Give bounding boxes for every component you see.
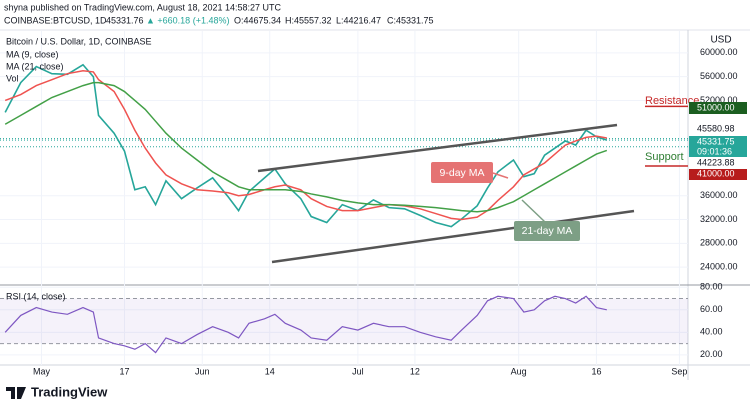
series-line [4,69,607,221]
channel-lower [271,209,635,264]
x-tick-label: Jun [195,366,210,376]
ma9-label: 9-day MA [440,167,485,179]
series-line [4,63,608,228]
rsi-tick-label: 80.00 [700,282,723,292]
brand: TradingView [31,384,108,399]
legend-ma21: MA (21, close) [6,61,64,71]
y-tick-label: 60000.00 [700,47,738,57]
x-tick-label: 17 [119,366,129,376]
level-name: Support [645,151,684,163]
y-tick-label: 24000.00 [700,262,738,272]
series-line [4,81,608,213]
y-tick-label: 56000.00 [700,71,738,81]
countdown: 09:01:36 [697,146,732,156]
ma21-pointer [521,199,546,223]
legend-symbol: Bitcoin / U.S. Dollar, 1D, COINBASE [6,36,152,46]
price-tag [689,123,747,135]
series-line [4,295,607,354]
ma9-pointer [492,172,509,179]
level-tag [689,168,747,180]
rsi-tick-label: 60.00 [700,304,723,314]
footer-bg [0,380,750,404]
price-tag-label: 45331.75 [697,136,735,146]
x-tick-label: 12 [410,366,420,376]
y-tick-label: 52000.00 [700,95,738,105]
legend-volume: Vol [6,73,19,83]
ma21-label: 21-day MA [522,225,573,237]
x-tick-label: Sep [671,366,687,376]
level-tag [689,102,747,114]
last-price: 45331.76 [106,15,144,25]
price-tag [689,136,747,158]
price-tag-label: 44223.88 [697,157,735,167]
level-label: 51000.00 [697,102,735,112]
y-tick-label: 36000.00 [700,190,738,200]
price-tag-label: 45580.98 [697,123,735,133]
high: H:45557.32 [285,15,332,25]
x-tick-label: 14 [265,366,275,376]
level-name: Resistance [645,95,699,107]
ma21-box [514,221,580,241]
channel-upper [257,123,618,173]
price-tag [689,157,747,169]
rsi-tick-label: 20.00 [700,349,723,359]
rsi-tick-label: 40.00 [700,327,723,337]
level-label: 41000.00 [697,168,735,178]
currency: USD [710,35,731,46]
open: O:44675.34 [234,15,281,25]
symbol: COINBASE:BTCUSD, 1D [4,15,107,25]
x-tick-label: Jul [352,366,364,376]
footer: TradingView [0,380,750,404]
rsi-title: RSI (14, close) [6,291,66,301]
low: L:44216.47 [336,15,381,25]
x-tick-label: Aug [511,366,527,376]
y-tick-label: 28000.00 [700,238,738,248]
y-tick-label: 32000.00 [700,214,738,224]
price-change: ▲ +660.18 (+1.48%) [146,15,229,25]
rsi-band [0,298,688,344]
legend-ma9: MA (9, close) [6,49,59,59]
published-line: shyna published on TradingView.com, Augu… [4,2,282,12]
close: C:45331.75 [387,15,434,25]
x-tick-label: May [33,366,51,376]
ma9-box [431,162,493,183]
logo [6,387,26,399]
x-tick-label: 16 [591,366,601,376]
